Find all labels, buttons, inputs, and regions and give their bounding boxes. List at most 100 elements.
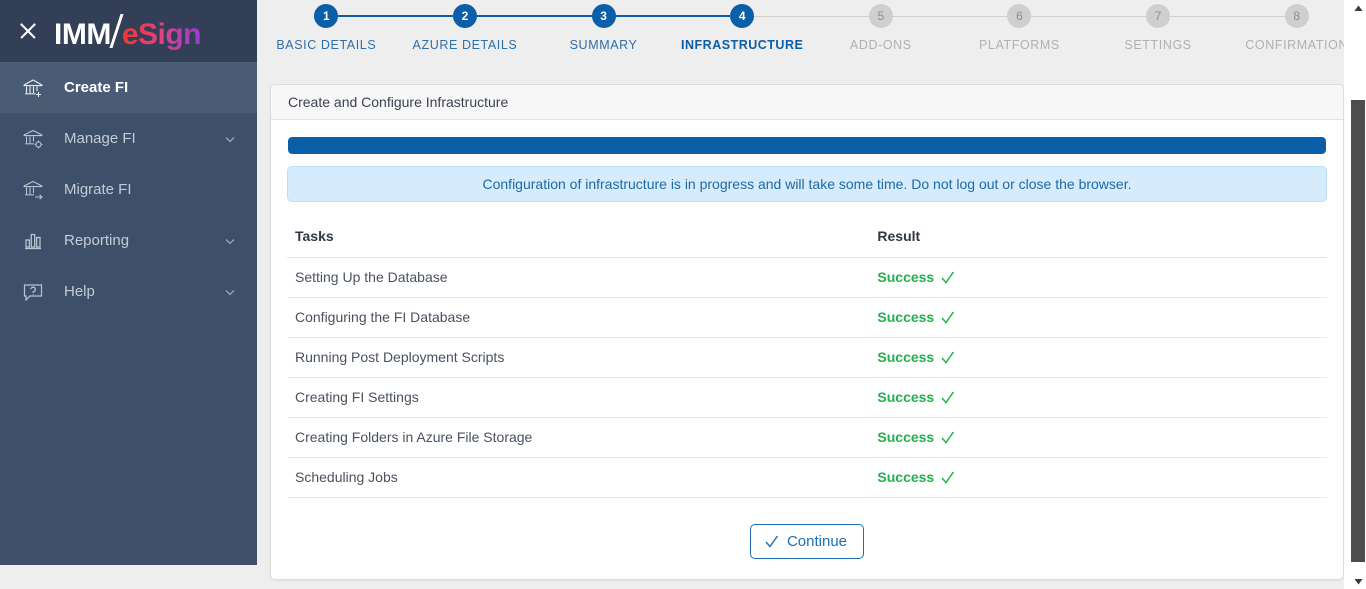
step-add-ons[interactable]: 5 ADD-ONS	[811, 0, 951, 52]
task-name: Running Post Deployment Scripts	[287, 337, 870, 378]
tasks-table-body: Setting Up the Database Success	[287, 257, 1327, 498]
sidebar-item-label: Reporting	[64, 232, 130, 249]
step-label: BASIC DETAILS	[276, 38, 377, 52]
task-name: Setting Up the Database	[287, 257, 870, 298]
step-number: 2	[452, 4, 477, 28]
sidebar-item-create-fi[interactable]: Create FI	[0, 62, 257, 113]
status-text: Success	[877, 269, 935, 285]
task-result-cell: Success	[869, 297, 1327, 338]
status-text: Success	[877, 429, 935, 445]
step-connector-left	[395, 15, 453, 17]
status-text: Success	[877, 349, 935, 365]
table-row: Running Post Deployment Scripts Success	[287, 337, 1327, 378]
help-icon	[18, 280, 48, 304]
task-result-cell: Success	[869, 257, 1327, 298]
chevron-down-icon[interactable]	[223, 234, 237, 248]
step-number: 1	[314, 4, 339, 28]
sidebar-item-migrate-fi[interactable]: Migrate FI	[0, 164, 257, 215]
tasks-table-head: Tasks Result	[287, 222, 1327, 258]
step-number: 5	[868, 4, 893, 28]
step-connector-left	[672, 15, 731, 17]
task-result-cell: Success	[869, 457, 1327, 498]
app-logo: IMM eSign	[54, 10, 202, 52]
status-badge: Success	[877, 309, 955, 325]
logo-imm-text: IMM	[54, 18, 111, 51]
sidebar-item-reporting[interactable]: Reporting	[0, 215, 257, 266]
sidebar: IMM eSign Create FI	[0, 0, 257, 565]
check-icon	[940, 390, 955, 405]
card-title: Create and Configure Infrastructure	[271, 85, 1343, 120]
card-actions: Continue	[287, 524, 1327, 559]
check-icon	[940, 270, 955, 285]
status-text: Success	[877, 469, 935, 485]
step-number: 8	[1284, 4, 1309, 28]
status-badge: Success	[877, 349, 955, 365]
step-basic-details[interactable]: 1 BASIC DETAILS	[257, 0, 396, 52]
scroll-down-icon[interactable]	[1350, 573, 1366, 589]
sidebar-item-label: Manage FI	[64, 130, 136, 147]
table-row: Scheduling Jobs Success	[287, 457, 1327, 498]
table-header-row: Tasks Result	[287, 222, 1327, 258]
step-connector-right	[615, 15, 673, 17]
status-text: Success	[877, 309, 935, 325]
step-label: SUMMARY	[569, 38, 638, 52]
task-name: Creating FI Settings	[287, 377, 870, 418]
check-icon	[940, 430, 955, 445]
step-connector-right	[476, 15, 535, 17]
status-badge: Success	[877, 429, 955, 445]
progress-bar-track	[288, 137, 1326, 154]
scroll-up-icon[interactable]	[1350, 0, 1366, 16]
step-infrastructure[interactable]: 4 INFRASTRUCTURE	[672, 0, 812, 52]
tasks-table: Tasks Result Setting Up the Database Suc…	[287, 222, 1327, 498]
step-number: 3	[591, 4, 616, 28]
continue-button-label: Continue	[786, 533, 848, 550]
chevron-down-icon[interactable]	[223, 285, 237, 299]
check-icon	[940, 350, 955, 365]
step-number: 6	[1007, 4, 1032, 28]
scrollbar-thumb[interactable]	[1351, 100, 1365, 562]
step-label: CONFIRMATION	[1245, 38, 1349, 52]
step-connector-left	[1227, 16, 1285, 17]
step-confirmation[interactable]: 8 CONFIRMATION	[1227, 0, 1366, 52]
task-name: Configuring the FI Database	[287, 297, 870, 338]
step-connector-left	[534, 15, 592, 17]
sidebar-item-help[interactable]: Help	[0, 266, 257, 317]
step-platforms[interactable]: 6 PLATFORMS	[950, 0, 1089, 52]
task-name: Creating Folders in Azure File Storage	[287, 417, 870, 458]
infrastructure-card: Create and Configure Infrastructure Conf…	[270, 84, 1344, 580]
step-summary[interactable]: 3 SUMMARY	[534, 0, 673, 52]
logo-esign-text: eSign	[121, 18, 202, 51]
step-label: SETTINGS	[1124, 38, 1192, 52]
status-badge: Success	[877, 469, 955, 485]
progress-bar-fill	[288, 137, 1326, 154]
step-connector-left	[1088, 16, 1147, 17]
step-azure-details[interactable]: 2 AZURE DETAILS	[395, 0, 535, 52]
table-row: Configuring the FI Database Success	[287, 297, 1327, 338]
step-settings[interactable]: 7 SETTINGS	[1088, 0, 1228, 52]
table-row: Setting Up the Database Success	[287, 257, 1327, 298]
table-row: Creating Folders in Azure File Storage S…	[287, 417, 1327, 458]
bar-chart-icon	[18, 229, 48, 253]
step-connector-right	[1170, 16, 1228, 17]
step-label: INFRASTRUCTURE	[681, 38, 804, 52]
check-icon	[940, 470, 955, 485]
sidebar-brand: IMM eSign	[0, 0, 257, 62]
sidebar-item-manage-fi[interactable]: Manage FI	[0, 113, 257, 164]
column-header-tasks: Tasks	[287, 222, 870, 258]
sidebar-item-label: Migrate FI	[64, 181, 132, 198]
step-label: AZURE DETAILS	[412, 38, 518, 52]
info-alert: Configuration of infrastructure is in pr…	[287, 166, 1327, 202]
status-badge: Success	[877, 269, 955, 285]
step-connector-left	[811, 16, 869, 17]
continue-button[interactable]: Continue	[749, 524, 865, 559]
close-icon[interactable]	[18, 21, 38, 41]
step-connector-right	[1031, 16, 1089, 17]
step-label: ADD-ONS	[849, 38, 912, 52]
step-connector-right	[754, 16, 812, 17]
chevron-down-icon[interactable]	[223, 132, 237, 146]
bank-arrow-icon	[18, 178, 48, 202]
vertical-scrollbar[interactable]	[1350, 0, 1366, 589]
column-header-result: Result	[869, 222, 1327, 258]
step-number: 4	[730, 4, 755, 28]
